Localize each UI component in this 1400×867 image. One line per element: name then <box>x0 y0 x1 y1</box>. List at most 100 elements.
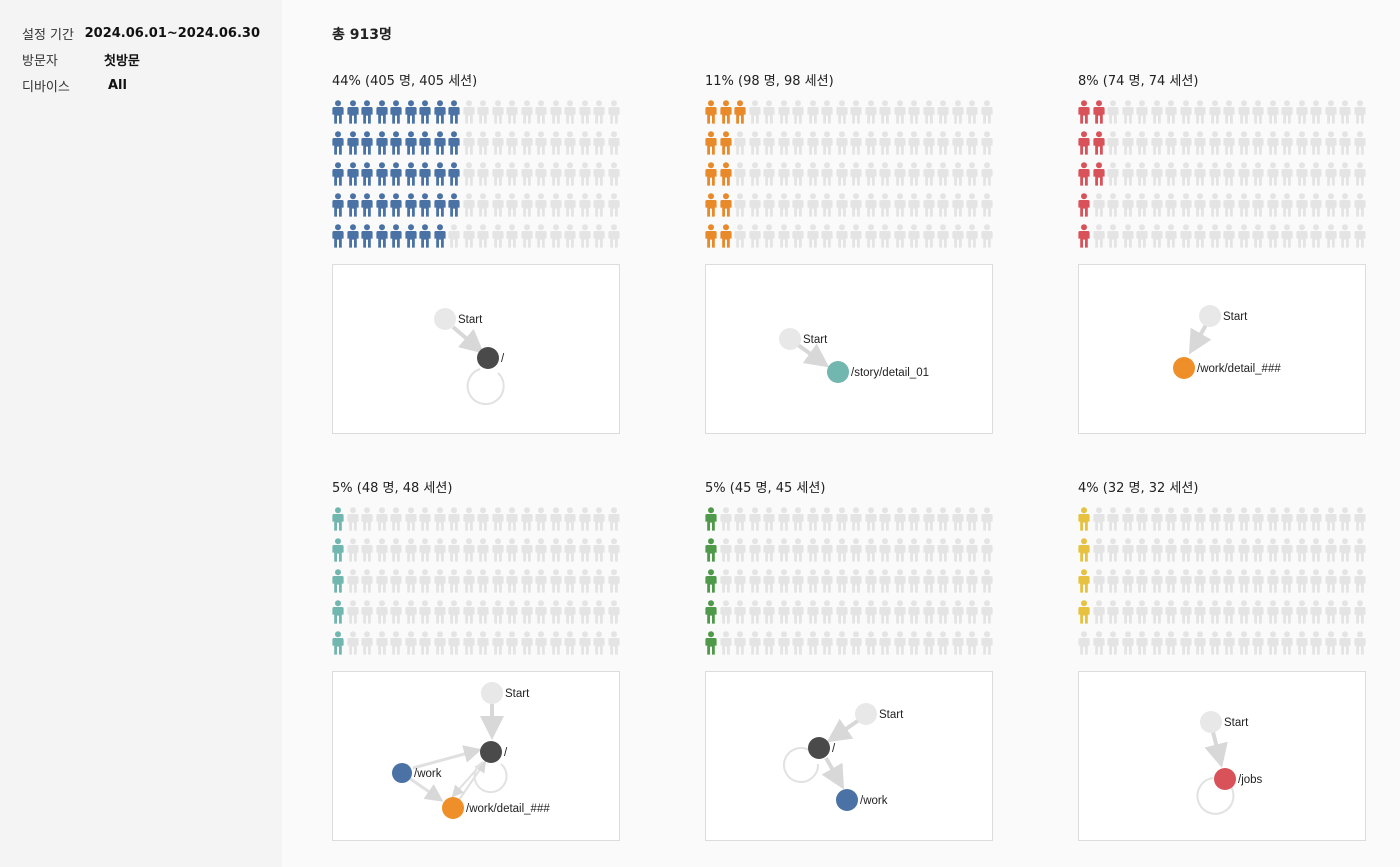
person-icon-inactive <box>1237 507 1250 531</box>
person-icon-inactive <box>893 507 906 531</box>
filter-period[interactable]: 설정 기간 2024.06.01~2024.06.30 <box>22 20 260 46</box>
person-icon-inactive <box>1252 569 1264 593</box>
person-icon-inactive <box>922 162 935 186</box>
person-icon-active <box>705 162 717 186</box>
person-icon-inactive <box>777 162 790 186</box>
node-root <box>477 347 499 369</box>
person-icon-active <box>332 507 344 531</box>
person-icon-inactive <box>1266 224 1279 248</box>
person-icon-inactive <box>1339 538 1351 562</box>
person-icon-inactive <box>491 224 504 248</box>
person-icon-inactive <box>1266 600 1279 624</box>
person-icon-inactive <box>1353 193 1366 217</box>
person-icon-inactive <box>1310 162 1322 186</box>
person-icon-inactive <box>1136 600 1148 624</box>
flow-diagram[interactable]: Start / <box>332 264 620 434</box>
person-icon-inactive <box>864 131 877 155</box>
filter-device-value[interactable]: All <box>108 77 127 93</box>
cohort-card[interactable]: 44% (405 명, 405 세션) Start / <box>332 72 632 434</box>
person-icon-inactive <box>792 162 804 186</box>
person-icon-inactive <box>951 193 964 217</box>
cohort-card[interactable]: 8% (74 명, 74 세션) Start /work/detail_### <box>1078 72 1378 434</box>
person-icon-inactive <box>1281 131 1293 155</box>
person-icon-inactive <box>893 631 906 655</box>
node-root <box>480 741 502 763</box>
person-icon-inactive <box>1092 538 1105 562</box>
person-icon-inactive <box>1353 224 1366 248</box>
person-icon-inactive <box>1150 569 1163 593</box>
person-icon-inactive <box>763 600 775 624</box>
person-icon-inactive <box>477 631 489 655</box>
person-icon-active <box>390 193 402 217</box>
person-icon-inactive <box>893 569 906 593</box>
person-icon-inactive <box>419 507 431 531</box>
cohort-card[interactable]: 5% (45 명, 45 세션) Start / /work <box>705 479 1005 841</box>
person-icon-inactive <box>1150 538 1163 562</box>
filter-period-value[interactable]: 2024.06.01~2024.06.30 <box>84 25 260 41</box>
person-icon-inactive <box>1295 507 1308 531</box>
person-icon-inactive <box>607 569 620 593</box>
person-icon-inactive <box>966 538 978 562</box>
person-icon-inactive <box>937 193 949 217</box>
person-icon-inactive <box>719 569 732 593</box>
flow-diagram[interactable]: Start /story/detail_01 <box>705 264 993 434</box>
flow-diagram[interactable]: Start /jobs <box>1078 671 1366 841</box>
person-icon-inactive <box>448 600 460 624</box>
flow-diagram[interactable]: Start / /work /work/detail_### <box>332 671 620 841</box>
person-icon-inactive <box>864 569 877 593</box>
flow-diagram[interactable]: Start / /work <box>705 671 993 841</box>
person-icon-inactive <box>506 100 518 124</box>
person-icon-inactive <box>564 600 576 624</box>
person-icon-inactive <box>1121 569 1134 593</box>
person-icon-inactive <box>607 224 620 248</box>
person-grid <box>332 507 622 657</box>
person-icon-inactive <box>821 100 833 124</box>
person-icon-inactive <box>908 600 920 624</box>
person-icon-inactive <box>1165 538 1177 562</box>
person-icon-inactive <box>951 100 964 124</box>
person-grid <box>332 100 622 250</box>
person-icon-active <box>361 131 373 155</box>
person-icon-inactive <box>1295 538 1308 562</box>
person-icon-inactive <box>1208 131 1221 155</box>
person-icon-inactive <box>1237 224 1250 248</box>
person-icon-inactive <box>535 631 547 655</box>
person-icon-inactive <box>1136 224 1148 248</box>
person-icon-inactive <box>1295 569 1308 593</box>
cohort-card[interactable]: 4% (32 명, 32 세션) Start /jobs <box>1078 479 1378 841</box>
person-icon-inactive <box>1165 193 1177 217</box>
person-icon-inactive <box>361 507 373 531</box>
person-icon-inactive <box>806 538 819 562</box>
person-icon-inactive <box>1208 507 1221 531</box>
cohort-card[interactable]: 11% (98 명, 98 세션) Start /story/detail_01 <box>705 72 1005 434</box>
person-icon-inactive <box>346 600 359 624</box>
filter-visitor-value[interactable]: 첫방문 <box>104 53 140 69</box>
cohort-card[interactable]: 5% (48 명, 48 세션) Start / /work / <box>332 479 632 841</box>
person-icon-inactive <box>777 100 790 124</box>
person-icon-inactive <box>462 631 475 655</box>
person-icon-active <box>375 162 388 186</box>
person-icon-inactive <box>462 193 475 217</box>
node-root <box>808 737 830 759</box>
person-icon-inactive <box>1179 162 1192 186</box>
person-icon-inactive <box>1092 224 1105 248</box>
person-icon-inactive <box>1252 131 1264 155</box>
flow-diagram[interactable]: Start /work/detail_### <box>1078 264 1366 434</box>
person-icon-inactive <box>1194 600 1206 624</box>
filter-device[interactable]: 디바이스 All <box>22 72 260 98</box>
person-icon-inactive <box>564 131 576 155</box>
person-icon-inactive <box>1121 224 1134 248</box>
person-icon-inactive <box>734 131 746 155</box>
person-icon-inactive <box>763 162 775 186</box>
person-icon-inactive <box>346 569 359 593</box>
filter-visitor[interactable]: 방문자 첫방문 <box>22 46 260 72</box>
person-icon-inactive <box>506 538 518 562</box>
person-icon-inactive <box>535 569 547 593</box>
person-icon-inactive <box>821 193 833 217</box>
person-icon-inactive <box>748 131 761 155</box>
person-icon-inactive <box>1310 569 1322 593</box>
person-icon-inactive <box>1295 193 1308 217</box>
person-icon-inactive <box>922 600 935 624</box>
person-icon-inactive <box>719 507 732 531</box>
node-work <box>836 789 858 811</box>
